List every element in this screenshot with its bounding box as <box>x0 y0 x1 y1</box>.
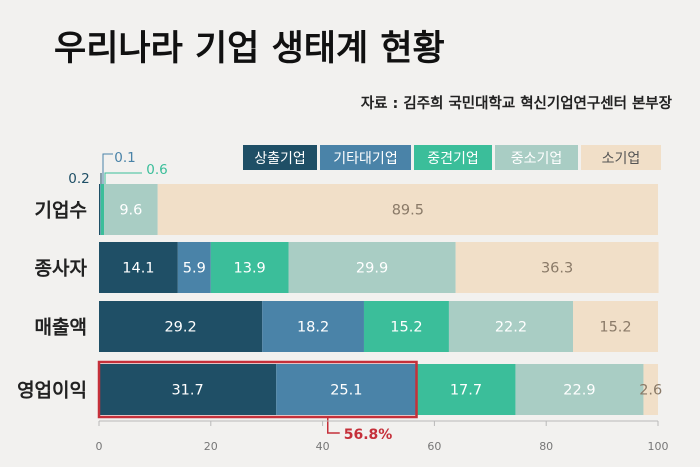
data-label: 13.9 <box>234 261 266 277</box>
data-label: 0.2 <box>68 171 89 187</box>
bar-segment <box>100 184 101 235</box>
bar-segment <box>100 184 105 235</box>
data-label: 25.1 <box>330 383 362 399</box>
bar-segment <box>99 364 277 415</box>
bar-segment <box>99 301 263 352</box>
data-label: 18.2 <box>297 320 329 336</box>
legend-label-1: 상출기업 <box>254 151 306 167</box>
legend-swatch-4 <box>495 145 578 170</box>
bar-segment <box>515 364 644 415</box>
callout-label: 56.8% <box>344 427 393 443</box>
highlight-box <box>97 360 418 419</box>
bar-segment <box>99 242 178 293</box>
bar-segment <box>455 242 659 293</box>
data-label: 0.1 <box>114 150 135 166</box>
page-title: 우리나라 기업 생태계 현황 <box>54 29 445 69</box>
legend-label-5: 소기업 <box>602 151 641 167</box>
bar-segment <box>363 301 449 352</box>
data-label: 17.7 <box>450 383 482 399</box>
x-axis: 0 20 40 60 80 100 <box>96 420 669 453</box>
x-tick-label: 100 <box>648 440 669 453</box>
data-label: 31.7 <box>171 383 203 399</box>
data-label: 0.6 <box>146 162 167 178</box>
data-label: 9.6 <box>119 203 142 219</box>
data-label: 89.5 <box>392 203 424 219</box>
x-tick-label: 60 <box>427 440 441 453</box>
x-tick-label: 20 <box>204 440 218 453</box>
x-tick-label: 80 <box>539 440 553 453</box>
source-note: 자료 : 김주희 국민대학교 혁신기업연구센터 본부장 <box>361 94 673 112</box>
legend: 상출기업 기타대기업 중견기업 중소기업 소기업 <box>243 145 661 170</box>
bar-segment <box>104 184 158 235</box>
data-label: 22.2 <box>495 320 527 336</box>
leader-line <box>104 172 142 184</box>
bar-segment <box>416 364 516 415</box>
legend-label-3: 중견기업 <box>427 151 479 167</box>
bar-segment <box>262 301 364 352</box>
legend-swatch-1 <box>243 145 317 170</box>
x-tick-label: 0 <box>96 440 103 453</box>
category-label: 매출액 <box>35 317 87 339</box>
data-label: 15.2 <box>599 320 631 336</box>
bar-area: 기업수 0.2 0.1 0.6 9.6 89.5 종사자 14.1 5.9 13.9 29.9 36.… <box>17 150 662 443</box>
bar-segment <box>448 301 574 352</box>
callout-line <box>327 417 340 434</box>
legend-label-2: 기타대기업 <box>333 151 397 167</box>
bar-segment <box>210 242 289 293</box>
data-label: 15.2 <box>390 320 422 336</box>
category-label: 영업이익 <box>17 380 87 402</box>
data-label: 14.1 <box>122 261 154 277</box>
legend-swatch-5 <box>581 145 661 170</box>
legend-swatch-3 <box>414 145 492 170</box>
bar-segment <box>177 242 211 293</box>
bar-segment <box>99 184 101 235</box>
category-label: 기업수 <box>35 200 87 222</box>
bar-segment <box>643 364 658 415</box>
data-label: 5.9 <box>183 261 206 277</box>
category-label: 종사자 <box>35 258 88 280</box>
bar-segment <box>288 242 456 293</box>
data-label: 2.6 <box>639 383 662 399</box>
data-label: 36.3 <box>541 261 573 277</box>
leader-line <box>102 153 113 184</box>
data-label: 22.9 <box>563 383 595 399</box>
legend-swatch-2 <box>320 145 411 170</box>
x-tick-label: 40 <box>316 440 330 453</box>
bar-segment <box>276 364 417 415</box>
data-label: 29.9 <box>356 261 388 277</box>
data-label: 29.2 <box>164 320 196 336</box>
legend-label-4: 중소기업 <box>511 151 563 167</box>
bar-segment <box>573 301 658 352</box>
bar-segment <box>157 184 658 235</box>
